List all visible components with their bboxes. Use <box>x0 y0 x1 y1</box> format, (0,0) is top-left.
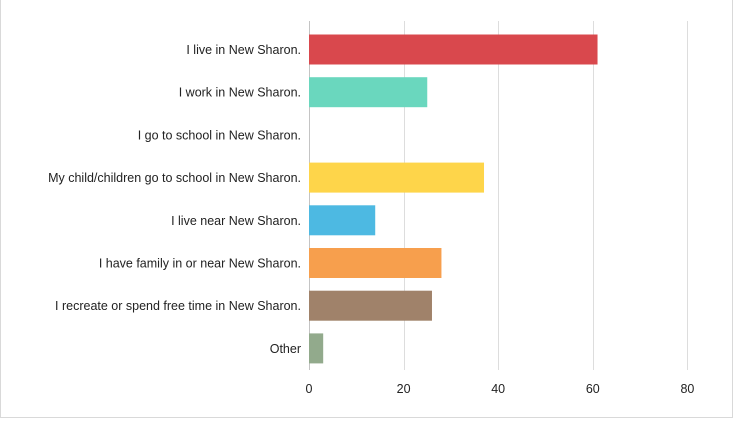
bars <box>309 34 598 364</box>
x-tick-label-0: 0 <box>306 382 313 396</box>
x-tick-label-40: 40 <box>491 382 505 396</box>
category-label-8: Other <box>270 342 301 356</box>
bar-8 <box>309 333 324 364</box>
bar-6 <box>309 248 442 278</box>
x-tick-label-60: 60 <box>586 382 600 396</box>
bar-5 <box>309 205 376 236</box>
x-tick-label-20: 20 <box>397 382 411 396</box>
category-label-4: My child/children go to school in New Sh… <box>48 171 301 185</box>
bar-1 <box>309 34 598 65</box>
category-label-1: I live in New Sharon. <box>186 43 301 57</box>
category-label-3: I go to school in New Sharon. <box>138 128 301 142</box>
x-tick-label-80: 80 <box>680 382 694 396</box>
category-label-2: I work in New Sharon. <box>179 86 301 100</box>
bar-7 <box>309 290 432 321</box>
category-label-7: I recreate or spend free time in New Sha… <box>55 299 301 313</box>
category-label-6: I have family in or near New Sharon. <box>99 257 301 271</box>
category-labels: I live in New Sharon. I work in New Sharo… <box>48 43 301 356</box>
x-axis-ticks: 0 20 40 60 80 <box>306 382 695 396</box>
category-label-5: I live near New Sharon. <box>171 214 301 228</box>
bar-4 <box>309 162 485 193</box>
bar-2 <box>309 77 428 108</box>
